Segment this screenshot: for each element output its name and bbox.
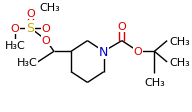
Text: O: O [134, 47, 142, 57]
Text: H₃C: H₃C [5, 40, 25, 50]
Text: O: O [118, 22, 126, 32]
Text: CH₃: CH₃ [144, 77, 165, 87]
Text: N: N [99, 45, 108, 58]
Text: O: O [41, 24, 50, 34]
Text: O: O [11, 24, 19, 34]
Text: CH₃: CH₃ [169, 57, 190, 67]
Text: O: O [41, 35, 50, 45]
Text: CH₃: CH₃ [39, 3, 60, 13]
Text: H₃C: H₃C [17, 57, 38, 67]
Text: CH₃: CH₃ [169, 36, 190, 46]
Text: O: O [26, 9, 35, 19]
Text: S: S [26, 22, 34, 35]
